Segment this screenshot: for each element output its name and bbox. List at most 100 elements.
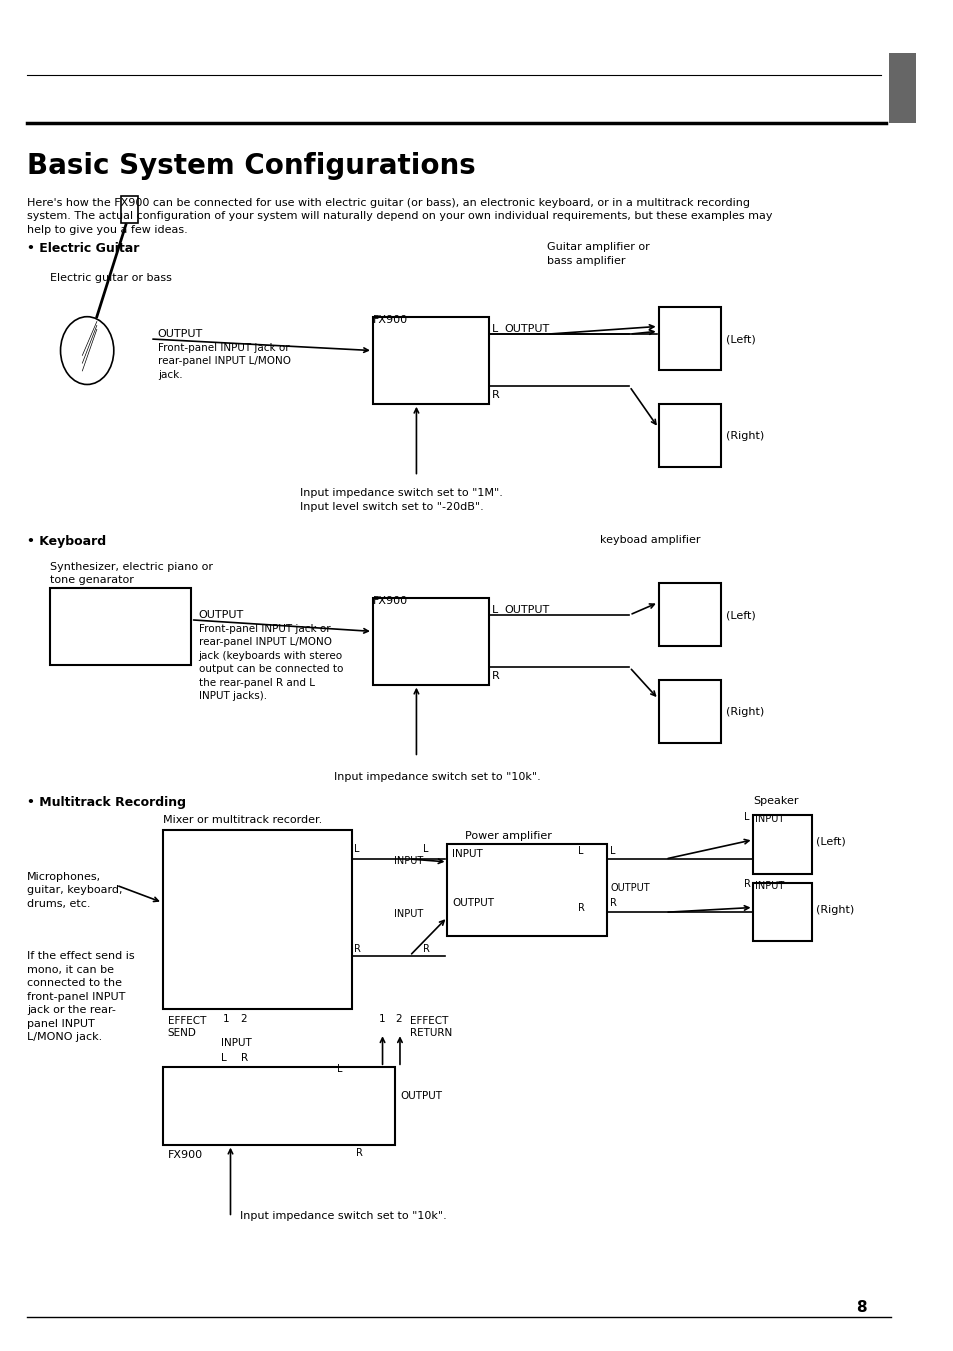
Text: connected to the: connected to the <box>27 978 122 988</box>
Text: INPUT: INPUT <box>452 850 482 859</box>
Text: L: L <box>423 844 428 854</box>
Text: L: L <box>492 605 497 615</box>
Bar <box>888 53 915 123</box>
Text: • Keyboard: • Keyboard <box>27 535 106 547</box>
Text: L: L <box>610 847 615 857</box>
Text: EFFECT: EFFECT <box>168 1016 206 1025</box>
Text: Guitar amplifier or: Guitar amplifier or <box>547 242 649 253</box>
Text: Here's how the FX900 can be connected for use with electric guitar (or bass), an: Here's how the FX900 can be connected fo… <box>27 197 749 208</box>
Text: Front-panel INPUT jack or: Front-panel INPUT jack or <box>157 343 289 353</box>
Text: OUTPUT: OUTPUT <box>399 1092 441 1101</box>
Text: R: R <box>241 1052 248 1063</box>
Text: SEND: SEND <box>168 1028 196 1038</box>
Text: L: L <box>578 847 583 857</box>
Text: system. The actual configuration of your system will naturally depend on your ow: system. The actual configuration of your… <box>27 211 772 222</box>
Text: INPUT jacks).: INPUT jacks). <box>198 692 267 701</box>
Text: (Right): (Right) <box>725 707 763 717</box>
Bar <box>658 584 720 646</box>
Text: keyboad amplifier: keyboad amplifier <box>599 535 700 544</box>
Bar <box>373 316 489 404</box>
Text: Basic System Configurations: Basic System Configurations <box>27 153 476 180</box>
Text: the rear-panel R and L: the rear-panel R and L <box>198 678 314 688</box>
Text: INPUT: INPUT <box>394 857 423 866</box>
Bar <box>753 816 811 874</box>
Text: 2: 2 <box>240 1015 247 1024</box>
Text: OUTPUT: OUTPUT <box>198 611 244 620</box>
Text: R: R <box>492 390 499 400</box>
Text: rear-panel INPUT L/MONO: rear-panel INPUT L/MONO <box>157 357 291 366</box>
Text: R: R <box>743 880 750 889</box>
Text: tone genarator: tone genarator <box>51 576 134 585</box>
Text: 8: 8 <box>855 1300 866 1315</box>
Text: Input level switch set to "-20dB".: Input level switch set to "-20dB". <box>300 501 483 512</box>
Text: • Electric Guitar: • Electric Guitar <box>27 242 139 255</box>
Text: bass amplifier: bass amplifier <box>547 255 625 266</box>
Text: Speaker: Speaker <box>753 796 798 807</box>
Text: EFFECT: EFFECT <box>409 1016 448 1025</box>
Text: 1: 1 <box>222 1015 229 1024</box>
Text: (Left): (Left) <box>816 836 845 847</box>
Bar <box>373 597 489 685</box>
Text: • Multitrack Recording: • Multitrack Recording <box>27 796 186 809</box>
Bar <box>447 844 606 936</box>
Text: guitar, keyboard,: guitar, keyboard, <box>27 885 123 896</box>
Text: front-panel INPUT: front-panel INPUT <box>27 992 126 1001</box>
Text: Synthesizer, electric piano or: Synthesizer, electric piano or <box>51 562 213 571</box>
Bar <box>163 830 351 1009</box>
Text: jack.: jack. <box>157 370 182 380</box>
Bar <box>753 884 811 942</box>
Text: INPUT: INPUT <box>220 1038 252 1048</box>
Bar <box>121 196 138 223</box>
Text: R: R <box>492 671 499 681</box>
Text: R: R <box>356 1147 363 1158</box>
Text: jack (keyboards with stereo: jack (keyboards with stereo <box>198 651 342 661</box>
Text: (Right): (Right) <box>816 905 854 915</box>
Text: R: R <box>423 944 430 954</box>
Text: 1: 1 <box>378 1015 385 1024</box>
Text: Front-panel INPUT jack or: Front-panel INPUT jack or <box>198 624 330 634</box>
Text: Microphones,: Microphones, <box>27 871 101 882</box>
Text: INPUT: INPUT <box>394 909 423 920</box>
Text: FX900: FX900 <box>168 1150 202 1159</box>
Text: L: L <box>336 1065 342 1074</box>
Text: jack or the rear-: jack or the rear- <box>27 1005 116 1015</box>
Text: RETURN: RETURN <box>409 1028 452 1038</box>
Text: help to give you a few ideas.: help to give you a few ideas. <box>27 224 188 235</box>
Text: L: L <box>492 324 497 335</box>
Bar <box>163 1067 395 1144</box>
Text: panel INPUT: panel INPUT <box>27 1019 94 1029</box>
Ellipse shape <box>60 316 113 385</box>
Text: rear-panel INPUT L/MONO: rear-panel INPUT L/MONO <box>198 638 332 647</box>
Bar <box>51 588 191 665</box>
Text: (Right): (Right) <box>725 431 763 440</box>
Text: 2: 2 <box>395 1015 401 1024</box>
Text: FX900: FX900 <box>373 315 408 324</box>
Text: R: R <box>578 902 584 913</box>
Text: Input impedance switch set to "1M".: Input impedance switch set to "1M". <box>300 488 502 499</box>
Text: L/MONO jack.: L/MONO jack. <box>27 1032 102 1043</box>
Text: OUTPUT: OUTPUT <box>610 884 649 893</box>
Text: INPUT: INPUT <box>755 813 783 824</box>
Bar <box>658 307 720 370</box>
Text: R: R <box>355 944 361 954</box>
Text: Input impedance switch set to "10k".: Input impedance switch set to "10k". <box>240 1210 446 1220</box>
Text: OUTPUT: OUTPUT <box>452 898 494 908</box>
Text: INPUT: INPUT <box>755 881 783 892</box>
Text: Mixer or multitrack recorder.: Mixer or multitrack recorder. <box>163 816 321 825</box>
Text: Input impedance switch set to "10k".: Input impedance switch set to "10k". <box>334 771 540 782</box>
Text: output can be connected to: output can be connected to <box>198 665 342 674</box>
Text: OUTPUT: OUTPUT <box>504 324 549 335</box>
Text: (Left): (Left) <box>725 334 756 345</box>
Text: Power amplifier: Power amplifier <box>464 831 551 840</box>
Bar <box>658 404 720 467</box>
Text: mono, it can be: mono, it can be <box>27 965 114 974</box>
Text: (Left): (Left) <box>725 611 756 620</box>
Text: L: L <box>220 1052 226 1063</box>
Text: Electric guitar or bass: Electric guitar or bass <box>51 273 172 284</box>
Bar <box>658 680 720 743</box>
Text: If the effect send is: If the effect send is <box>27 951 134 961</box>
Text: FX900: FX900 <box>373 596 408 605</box>
Text: R: R <box>610 898 617 908</box>
Text: L: L <box>743 812 748 821</box>
Text: drums, etc.: drums, etc. <box>27 898 91 909</box>
